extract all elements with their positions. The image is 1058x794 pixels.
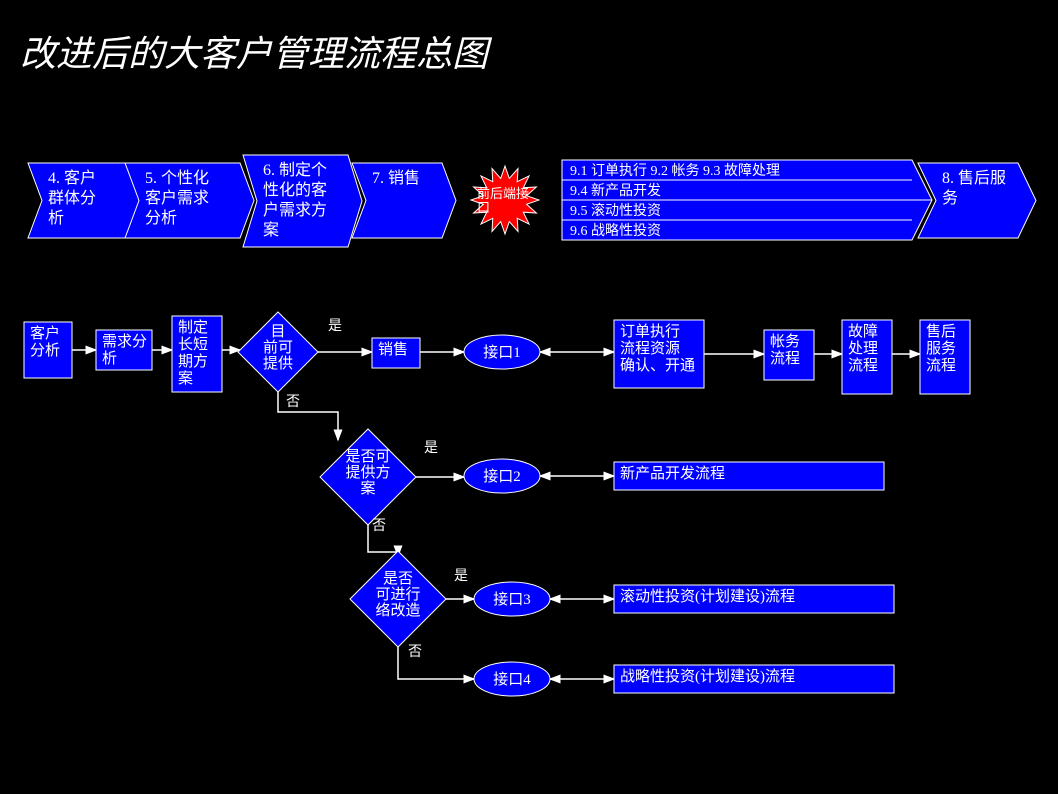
branch-label: 否 [286,395,300,410]
svg-text:售后服务流程: 售后服务流程 [926,323,956,374]
branch-label: 否 [408,645,422,660]
svg-text:销售: 销售 [378,341,408,358]
branch-label: 是 [328,319,342,334]
svg-text:接口3: 接口3 [493,591,531,608]
branch-label: 是 [424,441,438,456]
svg-text:接口4: 接口4 [493,671,531,688]
svg-text:新产品开发流程: 新产品开发流程 [620,465,725,482]
svg-text:接口2: 接口2 [483,468,521,485]
svg-text:9.5 滚动性投资: 9.5 滚动性投资 [570,202,661,219]
flowchart-canvas: 4. 客户群体分析5. 个性化客户需求分析6. 制定个性化的客户需求方案7. 销… [0,0,1058,794]
branch-label: 否 [372,519,386,534]
svg-text:7. 销售: 7. 销售 [372,169,420,187]
svg-text:9.6 战略性投资: 9.6 战略性投资 [570,223,661,239]
svg-text:接口1: 接口1 [483,344,521,361]
branch-label: 是 [454,569,468,584]
svg-text:滚动性投资(计划建设)流程: 滚动性投资(计划建设)流程 [620,588,795,605]
svg-text:战略性投资(计划建设)流程: 战略性投资(计划建设)流程 [620,668,795,685]
svg-text:9.1 订单执行 9.2 帐务 9.3 故障处理: 9.1 订单执行 9.2 帐务 9.3 故障处理 [570,163,780,179]
svg-text:9.4 新产品开发: 9.4 新产品开发 [570,183,661,199]
svg-text:故障处理流程: 故障处理流程 [848,322,878,374]
